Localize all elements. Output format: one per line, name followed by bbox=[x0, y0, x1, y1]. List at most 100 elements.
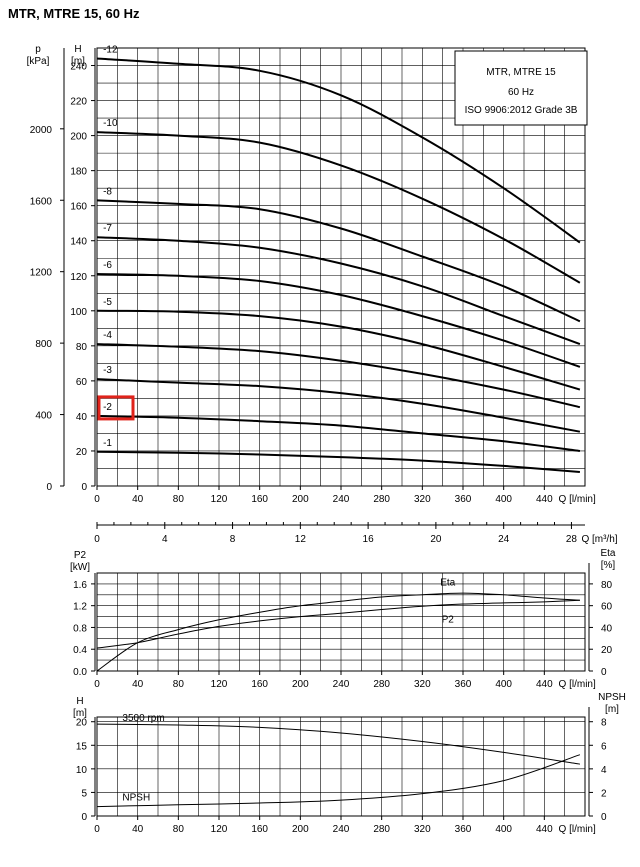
head-curve-label: -7 bbox=[103, 223, 112, 234]
p2-curve bbox=[96, 599, 580, 649]
npsh-right-axis-label: NPSH bbox=[598, 692, 626, 703]
secondary-axis-tick-label: 0 bbox=[94, 534, 100, 545]
head-curve-stage4 bbox=[96, 343, 581, 409]
npsh-x-tick-label: 280 bbox=[373, 824, 390, 835]
head-curve-label: -4 bbox=[103, 330, 112, 341]
npsh-y-tick-label: 10 bbox=[76, 765, 88, 776]
head-x-tick-label: 440 bbox=[536, 494, 553, 505]
head-y-tick-label: 100 bbox=[70, 307, 87, 318]
npsh-y-axis-label: [m] bbox=[73, 708, 87, 719]
npsh-x-tick-label: 440 bbox=[536, 824, 553, 835]
secondary-axis-label: Q [m³/h] bbox=[581, 534, 617, 545]
head-y-tick-label: 20 bbox=[76, 447, 88, 458]
highlight-box bbox=[97, 395, 135, 421]
head-curve-label: -2 bbox=[103, 402, 112, 413]
head-y-tick-label: 120 bbox=[70, 272, 87, 283]
head-curve-label: -5 bbox=[103, 297, 112, 308]
head-y-tick-label: 60 bbox=[76, 377, 88, 388]
legend-box bbox=[454, 50, 588, 126]
p2-curve-label: P2 bbox=[442, 614, 455, 625]
head-y-axis-label: H bbox=[74, 44, 81, 55]
head-curve-label: -8 bbox=[103, 186, 112, 197]
power-x-tick-label: 0 bbox=[94, 679, 100, 690]
eta-tick-label: 60 bbox=[601, 602, 613, 613]
head-y-tick-label: 180 bbox=[70, 167, 87, 178]
head-curve-stage6 bbox=[96, 273, 581, 368]
power-x-tick-label: 200 bbox=[292, 679, 309, 690]
head-p-axis-label: [kPa] bbox=[27, 56, 50, 67]
npsh-y-tick-label: 15 bbox=[76, 741, 88, 752]
head-p-tick-label: 2000 bbox=[30, 125, 53, 136]
head-p-axis-label: p bbox=[35, 44, 41, 55]
secondary-axis-tick-label: 4 bbox=[162, 534, 168, 545]
npsh-y-tick-label: 5 bbox=[81, 788, 87, 799]
head-curve-label: -6 bbox=[103, 260, 112, 271]
head-p-tick-label: 800 bbox=[35, 339, 52, 350]
head-x-tick-label: 0 bbox=[94, 494, 100, 505]
head-x-tick-label: 240 bbox=[333, 494, 350, 505]
power-x-tick-label: 80 bbox=[173, 679, 185, 690]
power-x-label: Q [l/min] bbox=[559, 679, 596, 690]
head-curve-stage5 bbox=[96, 309, 581, 391]
head-x-label: Q [l/min] bbox=[559, 494, 596, 505]
head-curve-stage2 bbox=[96, 414, 581, 452]
head-x-tick-label: 400 bbox=[495, 494, 512, 505]
npsh-x-label: Q [l/min] bbox=[559, 824, 596, 835]
eta-tick-label: 40 bbox=[601, 623, 613, 634]
npsh-x-tick-label: 120 bbox=[211, 824, 228, 835]
head-curve-label: -3 bbox=[103, 365, 112, 376]
eta-curve-label: Eta bbox=[440, 578, 455, 589]
legend-title: MTR, MTRE 15 bbox=[486, 67, 556, 78]
head-x-tick-label: 320 bbox=[414, 494, 431, 505]
npsh-curve bbox=[96, 754, 581, 808]
secondary-axis-tick-label: 16 bbox=[363, 534, 375, 545]
head-y-tick-label: 240 bbox=[70, 62, 87, 73]
head-p-tick-label: 400 bbox=[35, 411, 52, 422]
head-p-tick-label: 1600 bbox=[30, 196, 53, 207]
eta-axis-label: Eta bbox=[600, 548, 615, 559]
eta-axis-label: [%] bbox=[601, 560, 616, 571]
npsh-x-tick-label: 320 bbox=[414, 824, 431, 835]
head-y-tick-label: 140 bbox=[70, 237, 87, 248]
npsh-right-axis-label: [m] bbox=[605, 704, 619, 715]
npsh-y-axis-label: H bbox=[76, 696, 83, 707]
legend-note: ISO 9906:2012 Grade 3B bbox=[465, 105, 578, 116]
secondary-axis-tick-label: 28 bbox=[566, 534, 578, 545]
npsh-x-tick-label: 40 bbox=[132, 824, 144, 835]
power-x-tick-label: 120 bbox=[211, 679, 228, 690]
head-curve-stage10 bbox=[96, 131, 581, 284]
head-p-tick-label: 1200 bbox=[30, 268, 53, 279]
power-x-tick-label: 360 bbox=[455, 679, 472, 690]
power-y-tick-label: 0.0 bbox=[73, 667, 87, 678]
npsh-right-tick-label: 4 bbox=[601, 765, 607, 776]
npsh-right-tick-label: 8 bbox=[601, 718, 607, 729]
npsh-x-tick-label: 160 bbox=[251, 824, 268, 835]
head-y-tick-label: 0 bbox=[81, 482, 87, 493]
head-p-tick-label: 0 bbox=[46, 482, 52, 493]
head-x-tick-label: 160 bbox=[251, 494, 268, 505]
npsh-x-tick-label: 400 bbox=[495, 824, 512, 835]
head-curve-stage7 bbox=[96, 236, 581, 346]
npsh-curve-label: NPSH bbox=[122, 793, 150, 804]
npsh-x-tick-label: 200 bbox=[292, 824, 309, 835]
npsh-right-tick-label: 0 bbox=[601, 812, 607, 823]
head-x-tick-label: 200 bbox=[292, 494, 309, 505]
npsh-right-tick-label: 6 bbox=[601, 741, 607, 752]
power-x-tick-label: 280 bbox=[373, 679, 390, 690]
power-x-tick-label: 240 bbox=[333, 679, 350, 690]
eta-tick-label: 20 bbox=[601, 645, 613, 656]
head-x-tick-label: 280 bbox=[373, 494, 390, 505]
eta-curve bbox=[96, 592, 580, 672]
head-curve-label: -12 bbox=[103, 45, 118, 56]
power-y-tick-label: 0.4 bbox=[73, 645, 87, 656]
secondary-axis-tick-label: 20 bbox=[430, 534, 442, 545]
npsh-x-tick-label: 360 bbox=[455, 824, 472, 835]
head-curve-label: -10 bbox=[103, 118, 118, 129]
head-curve-stage3 bbox=[96, 378, 581, 433]
npsh-x-tick-label: 240 bbox=[333, 824, 350, 835]
power-x-tick-label: 160 bbox=[251, 679, 268, 690]
head-curve-stage1 bbox=[96, 450, 580, 473]
head-y-tick-label: 160 bbox=[70, 202, 87, 213]
eta-tick-label: 0 bbox=[601, 667, 607, 678]
